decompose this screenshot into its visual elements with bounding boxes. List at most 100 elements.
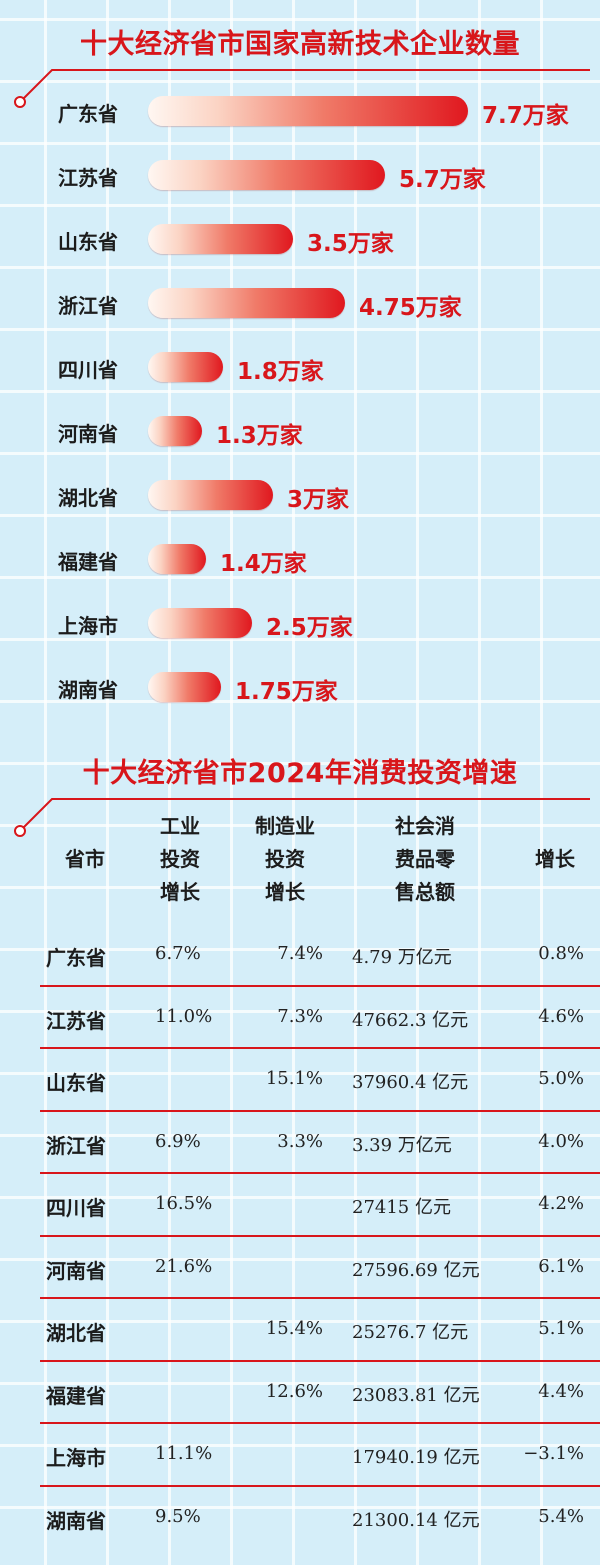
column-header-line: 售总额 [395, 880, 455, 904]
bar-chart-title: 十大经济省市国家高新技术企业数量 [80, 29, 520, 60]
bar [148, 288, 345, 318]
value-label: 3.5万家 [307, 231, 394, 257]
column-header-line: 投资 [160, 847, 200, 871]
retail-sales-cell: 21300.14 亿元 [352, 1510, 480, 1531]
bar-row: 湖北省 3万家 [0, 476, 600, 516]
table-row: 湖北省 15.4% 25276.7 亿元 5.1% [0, 1301, 600, 1363]
table-row: 浙江省 6.9% 3.3% 3.39 万亿元 4.0% [0, 1114, 600, 1176]
bar-row: 广东省 7.7万家 [0, 92, 600, 132]
column-header: 省市 [40, 843, 130, 876]
table-row: 四川省 16.5% 27415 亿元 4.2% [0, 1176, 600, 1238]
category-label: 河南省 [58, 422, 118, 446]
category-label: 山东省 [58, 230, 118, 254]
province-cell: 福建省 [46, 1384, 106, 1408]
bar [148, 544, 206, 574]
industrial-investment-cell: 11.1% [155, 1443, 213, 1464]
retail-sales-cell: 17940.19 亿元 [352, 1447, 480, 1468]
row-divider [40, 1235, 600, 1237]
retail-growth-cell: 4.2% [538, 1193, 584, 1214]
manufacturing-investment-cell: 7.3% [277, 1006, 323, 1027]
table-row: 湖南省 9.5% 21300.14 亿元 5.4% [0, 1489, 600, 1551]
row-divider [40, 1360, 600, 1362]
category-label: 上海市 [58, 614, 118, 638]
value-label: 1.3万家 [216, 423, 303, 449]
manufacturing-investment-cell: 12.6% [265, 1381, 323, 1402]
industrial-investment-cell: 6.9% [155, 1131, 201, 1152]
column-header: 工业 投资 增长 [140, 810, 220, 909]
industrial-investment-cell: 16.5% [155, 1193, 213, 1214]
column-header-line: 制造业 [255, 814, 315, 838]
province-cell: 湖北省 [46, 1321, 106, 1345]
province-cell: 湖南省 [46, 1509, 106, 1533]
category-label: 湖北省 [58, 486, 118, 510]
table-row: 江苏省 11.0% 7.3% 47662.3 亿元 4.6% [0, 989, 600, 1051]
table-row: 河南省 21.6% 27596.69 亿元 6.1% [0, 1239, 600, 1301]
industrial-investment-cell: 21.6% [155, 1256, 213, 1277]
column-header-line: 工业 [160, 814, 200, 838]
manufacturing-investment-cell: 15.4% [265, 1318, 323, 1339]
retail-growth-cell: 0.8% [538, 943, 584, 964]
manufacturing-investment-cell: 7.4% [277, 943, 323, 964]
retail-growth-cell: 5.4% [538, 1506, 584, 1527]
retail-sales-cell: 23083.81 亿元 [352, 1385, 480, 1406]
category-label: 广东省 [58, 102, 118, 126]
retail-sales-cell: 25276.7 亿元 [352, 1322, 469, 1343]
province-cell: 河南省 [46, 1259, 106, 1283]
province-cell: 山东省 [46, 1071, 106, 1095]
bar [148, 224, 293, 254]
row-divider [40, 1485, 600, 1487]
bar-row: 四川省 1.8万家 [0, 348, 600, 388]
province-cell: 江苏省 [46, 1009, 106, 1033]
retail-growth-cell: 5.1% [538, 1318, 584, 1339]
category-label: 江苏省 [58, 166, 118, 190]
value-label: 7.7万家 [482, 103, 569, 129]
manufacturing-investment-cell: 3.3% [277, 1131, 323, 1152]
column-header-line: 增长 [535, 847, 575, 871]
value-label: 3万家 [287, 487, 350, 513]
row-divider [40, 1047, 600, 1049]
manufacturing-investment-cell: 15.1% [265, 1068, 323, 1089]
table-title: 十大经济省市2024年消费投资增速 [82, 758, 518, 789]
column-header-line: 社会消 [395, 814, 455, 838]
table-row: 山东省 15.1% 37960.4 亿元 5.0% [0, 1051, 600, 1113]
row-divider [40, 985, 600, 987]
row-divider [40, 1172, 600, 1174]
table-row: 广东省 6.7% 7.4% 4.79 万亿元 0.8% [0, 926, 600, 988]
bar-row: 河南省 1.3万家 [0, 412, 600, 452]
row-divider [40, 1297, 600, 1299]
retail-sales-cell: 27415 亿元 [352, 1197, 451, 1218]
column-header-line: 投资 [265, 847, 305, 871]
column-header-line: 增长 [160, 880, 200, 904]
bar [148, 96, 468, 126]
value-label: 2.5万家 [266, 615, 353, 641]
value-label: 1.8万家 [237, 359, 324, 385]
value-label: 1.75万家 [235, 679, 338, 705]
category-label: 湖南省 [58, 678, 118, 702]
bar-row: 湖南省 1.75万家 [0, 668, 600, 708]
retail-growth-cell: −3.1% [523, 1443, 584, 1464]
bar [148, 608, 252, 638]
bar [148, 416, 202, 446]
bar-row: 福建省 1.4万家 [0, 540, 600, 580]
row-divider [40, 1110, 600, 1112]
retail-growth-cell: 5.0% [538, 1068, 584, 1089]
province-cell: 四川省 [46, 1196, 106, 1220]
bar [148, 352, 223, 382]
bar-row: 山东省 3.5万家 [0, 220, 600, 260]
category-label: 浙江省 [58, 294, 118, 318]
column-header: 制造业 投资 增长 [235, 810, 335, 909]
category-label: 四川省 [58, 358, 118, 382]
province-cell: 广东省 [46, 946, 106, 970]
value-label: 4.75万家 [359, 295, 462, 321]
retail-sales-cell: 27596.69 亿元 [352, 1260, 480, 1281]
row-divider [40, 1422, 600, 1424]
table-row: 上海市 11.1% 17940.19 亿元 −3.1% [0, 1426, 600, 1488]
retail-sales-cell: 4.79 万亿元 [352, 947, 452, 968]
bar [148, 480, 273, 510]
retail-growth-cell: 4.4% [538, 1381, 584, 1402]
column-header-line: 省市 [65, 847, 105, 871]
industrial-investment-cell: 6.7% [155, 943, 201, 964]
retail-growth-cell: 4.0% [538, 1131, 584, 1152]
industrial-investment-cell: 11.0% [155, 1006, 213, 1027]
category-label: 福建省 [58, 550, 118, 574]
